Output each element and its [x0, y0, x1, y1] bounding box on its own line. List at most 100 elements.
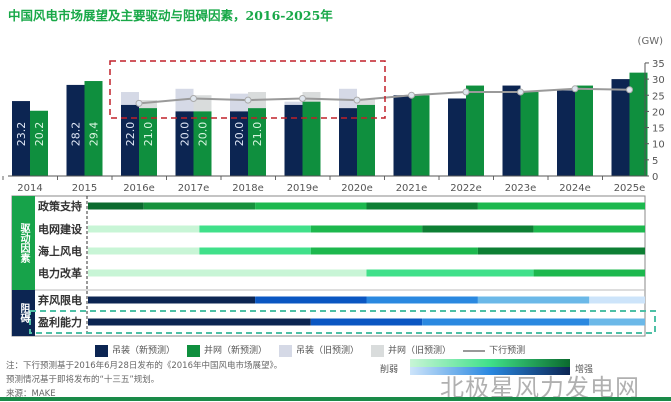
- chart-title: 中国风电市场展望及主要驱动与阻碍因素，2016-2025年: [8, 8, 333, 23]
- factor-label: 电网建设: [38, 222, 83, 236]
- bar-install: [502, 85, 521, 176]
- bottom-rule: [0, 397, 671, 401]
- factor-segment: [88, 225, 200, 233]
- line-marker: [190, 94, 197, 102]
- y-tick-label: 20: [652, 107, 665, 118]
- factor-label: 弃风限电: [37, 293, 82, 307]
- note-1: 注：下行预测基于2016年6月28日发布的《2016年中国风电市场展望》。: [6, 361, 283, 371]
- bar-install: [393, 95, 412, 176]
- x-tick-label: 2023e: [505, 183, 537, 194]
- bar-label: 21.0: [251, 122, 264, 147]
- factor-segment: [199, 225, 311, 233]
- bar-install: [448, 98, 466, 176]
- bar-label: 20.0: [233, 122, 246, 147]
- bar-grid: [139, 108, 157, 176]
- factor-segment: [255, 202, 367, 210]
- bar-install: [611, 79, 630, 176]
- x-tick-label: 2021e: [396, 183, 428, 194]
- bar-install: [66, 84, 85, 176]
- bar-install: [339, 108, 357, 176]
- factor-segment: [366, 296, 478, 304]
- bar-grid: [302, 101, 321, 176]
- factor-segment: [477, 296, 590, 304]
- factor-segment: [88, 202, 144, 210]
- factor-segment: [255, 296, 367, 304]
- gradient-weak-label: 削弱: [380, 365, 399, 375]
- x-tick-label: 2018e: [232, 183, 264, 194]
- factor-label: 电力改革: [38, 266, 82, 280]
- bar-label: 20.0: [179, 122, 192, 147]
- legend-item: 下行预测: [463, 343, 525, 356]
- driver-group-label: 驱动因素: [18, 223, 29, 263]
- line-marker: [353, 96, 361, 104]
- factor-segment: [533, 225, 645, 233]
- gradient-strong-label: 增强: [575, 365, 594, 375]
- y-tick-label: 15: [652, 124, 665, 135]
- line-marker: [299, 94, 306, 102]
- gradient-blue: [410, 367, 570, 375]
- factor-segment: [88, 269, 367, 277]
- x-tick-label: 2015: [72, 183, 97, 194]
- bar-install: [557, 90, 575, 176]
- x-tick-label: 2017e: [178, 183, 210, 194]
- bar-grid: [30, 110, 48, 176]
- bar-install: [230, 111, 248, 176]
- line-marker: [571, 85, 579, 93]
- factor-segment: [422, 318, 590, 326]
- y-tick-label: 30: [652, 75, 665, 86]
- factor-label: 政策支持: [38, 199, 82, 213]
- legend-item: 吊装（旧预测）: [279, 343, 359, 357]
- y-tick-label: 5: [652, 156, 658, 167]
- factor-segment: [310, 225, 423, 233]
- bar-grid: [520, 92, 539, 176]
- bar-grid: [357, 104, 375, 176]
- legend-item: 并网（新预测）: [187, 343, 267, 357]
- line-marker: [408, 91, 415, 99]
- factor-segment: [199, 247, 311, 255]
- gradient-green: [410, 359, 570, 367]
- bar-grid: [248, 108, 266, 176]
- bar-label: 20.0: [197, 122, 210, 147]
- factor-segment: [589, 296, 645, 304]
- bar-label: 21.0: [142, 122, 155, 147]
- x-tick-label: 2014: [17, 183, 42, 194]
- x-tick-label: 2024e: [559, 183, 591, 194]
- factor-segment: [143, 202, 256, 210]
- bar-label: 23.2: [15, 122, 28, 147]
- factor-segment: [366, 269, 534, 277]
- factor-segment: [533, 269, 645, 277]
- note-2: 预测情况基于即将发布的“十三五”规划。: [6, 375, 160, 385]
- y-axis-unit: (GW): [637, 36, 663, 47]
- x-tick-label: 2016e: [123, 183, 155, 194]
- bar-label: 28.2: [70, 122, 83, 147]
- factor-table-frame: [11, 195, 646, 337]
- factor-label: 盈利能力: [37, 315, 82, 329]
- legend-item: 并网（旧预测）: [371, 343, 451, 357]
- factor-segment: [88, 318, 311, 326]
- legend-item: 吊装（新预测）: [95, 343, 175, 357]
- bar-label: 29.4: [88, 122, 101, 147]
- x-tick-label: 2019e: [287, 183, 319, 194]
- barrier-group-label: 阻碍: [18, 303, 29, 323]
- factor-segment: [88, 247, 200, 255]
- line-marker: [517, 88, 524, 96]
- bar-grid: [193, 111, 212, 176]
- factor-segment: [366, 202, 478, 210]
- bar-install: [121, 104, 139, 176]
- bar-label: 22.0: [124, 122, 137, 147]
- bar-grid: [411, 95, 430, 176]
- line-marker: [462, 88, 470, 96]
- bar-install: [12, 101, 30, 176]
- bar-grid: [466, 85, 484, 176]
- driver-group-band: [12, 196, 35, 290]
- watermark: 北极星风力发电网: [440, 374, 640, 402]
- y-tick-label: 0: [652, 172, 658, 183]
- bar-grid: [575, 85, 593, 176]
- x-tick-label: 2025e: [614, 183, 646, 194]
- factor-segment: [589, 318, 645, 326]
- bar-label: 20.2: [33, 122, 46, 147]
- source: 来源：MAKE: [6, 389, 56, 399]
- x-tick-label: 2020e: [341, 183, 373, 194]
- x-tick-label: 2022e: [450, 183, 482, 194]
